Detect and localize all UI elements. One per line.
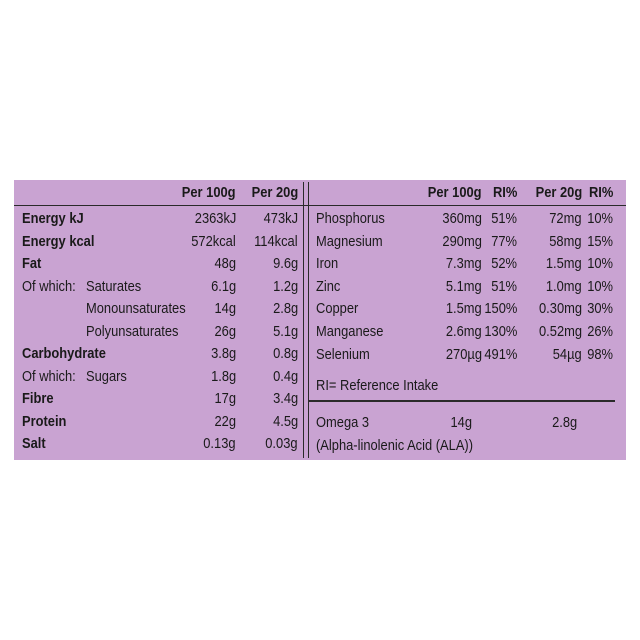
cell-value: 270µg (445, 345, 482, 363)
cell-value: 15% (587, 232, 613, 250)
cell-value: 2.6mg (446, 323, 482, 340)
footnote: RI= Reference Intake (316, 377, 439, 394)
row-label: Omega 3 (316, 414, 370, 431)
cell-value: 4.5g (272, 412, 298, 430)
header-rule (14, 205, 626, 206)
cell-value: 2.8g (272, 300, 298, 317)
cell-value: 5.1mg (446, 277, 482, 295)
row-label: Carbohydrate (22, 345, 106, 362)
cell-value: 473kJ (263, 210, 298, 227)
cell-value: 130% (483, 323, 517, 340)
cell-value: 1.0mg (546, 277, 582, 295)
cell-value: 10% (587, 255, 613, 273)
cell-value: 72mg (549, 210, 582, 227)
row-label: Of which: (22, 277, 76, 295)
column-header: Per 100g (182, 184, 236, 201)
column-header: Per 100g (428, 184, 482, 201)
cell-value: 22g (214, 412, 236, 430)
cell-value: 9.6g (272, 255, 298, 272)
footnote-rule (309, 400, 615, 402)
cell-value: 1.8g (210, 367, 236, 385)
cell-value: 52% (491, 255, 517, 273)
cell-value: 491% (483, 345, 517, 363)
cell-value: 54µg (553, 345, 582, 363)
cell-value: 17g (214, 390, 236, 407)
row-label: Energy kcal (22, 232, 95, 250)
row-sublabel: (Alpha-linolenic Acid (ALA)) (316, 437, 474, 454)
cell-value: 3.8g (210, 345, 236, 362)
column-header: RI% (588, 184, 613, 201)
row-label: Iron (316, 255, 339, 273)
row-label: Of which: (22, 367, 76, 385)
cell-value: 114kcal (254, 232, 298, 250)
row-label: Salt (22, 435, 46, 452)
row-label: Phosphorus (316, 210, 385, 227)
cell-value: 58mg (549, 232, 582, 250)
cell-value: 0.03g (265, 435, 298, 452)
row-sublabel: Sugars (86, 367, 127, 385)
row-label: Fat (22, 255, 42, 272)
cell-value: 26g (214, 322, 236, 340)
column-header: Per 20g (251, 184, 298, 201)
cell-value: 10% (587, 210, 613, 227)
row-sublabel: Saturates (86, 277, 142, 295)
cell-value: 5.1g (272, 322, 298, 340)
cell-value: 7.3mg (446, 255, 482, 273)
row-sublabel: Polyunsaturates (86, 322, 179, 340)
row-label: Magnesium (316, 232, 383, 250)
cell-value: 6.1g (210, 277, 236, 295)
cell-value: 1.2g (272, 277, 298, 295)
row-label: Zinc (316, 277, 341, 295)
row-sublabel: Monounsaturates (86, 300, 186, 317)
row-label: Protein (22, 412, 67, 430)
cell-value: 290mg (442, 232, 482, 250)
cell-value: 2.8g (551, 414, 577, 431)
cell-value: 98% (587, 345, 613, 363)
column-header: RI% (492, 184, 517, 201)
cell-value: 26% (587, 323, 613, 340)
cell-value: 0.13g (203, 435, 236, 452)
cell-value: 0.4g (272, 367, 298, 385)
cell-value: 572kcal (191, 232, 236, 250)
nutrition-panel (14, 180, 626, 460)
cell-value: 1.5mg (446, 300, 482, 318)
cell-value: 51% (491, 277, 517, 295)
row-label: Selenium (316, 345, 370, 363)
cell-value: 0.52mg (538, 323, 582, 340)
row-label: Energy kJ (22, 210, 84, 227)
cell-value: 3.4g (272, 390, 298, 407)
cell-value: 1.5mg (546, 255, 582, 273)
cell-value: 77% (491, 232, 517, 250)
cell-value: 2363kJ (194, 210, 236, 227)
row-label: Manganese (316, 323, 384, 340)
cell-value: 51% (491, 210, 517, 227)
cell-value: 150% (483, 300, 517, 318)
cell-value: 360mg (442, 210, 482, 227)
divider (303, 182, 304, 458)
divider (308, 182, 309, 458)
cell-value: 0.30mg (538, 300, 582, 318)
row-label: Fibre (22, 390, 54, 407)
cell-value: 30% (587, 300, 613, 318)
cell-value: 14g (450, 414, 472, 431)
cell-value: 48g (214, 255, 236, 272)
row-label: Copper (316, 300, 359, 318)
cell-value: 0.8g (272, 345, 298, 362)
cell-value: 10% (587, 277, 613, 295)
cell-value: 14g (214, 300, 236, 317)
column-header: Per 20g (535, 184, 582, 201)
